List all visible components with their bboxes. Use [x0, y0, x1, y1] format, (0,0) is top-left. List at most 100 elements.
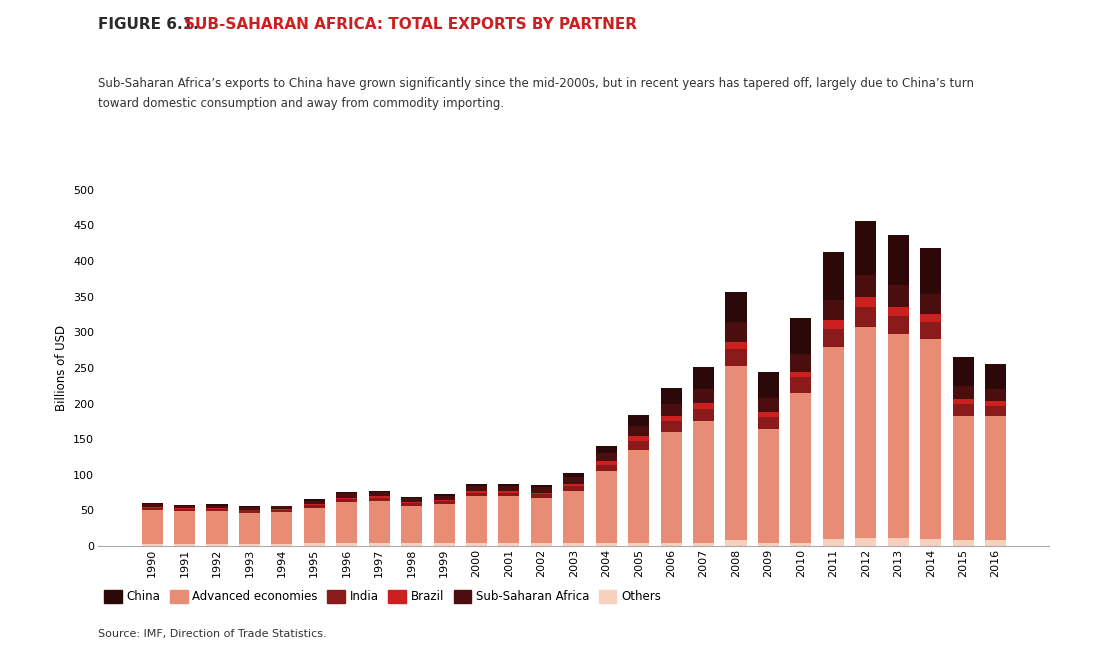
- Bar: [174, 509, 196, 511]
- Bar: [466, 493, 487, 496]
- Bar: [757, 428, 779, 543]
- Bar: [660, 421, 682, 432]
- Bar: [660, 388, 682, 404]
- Bar: [985, 401, 1006, 406]
- Bar: [271, 506, 293, 509]
- Bar: [823, 300, 844, 320]
- Bar: [563, 492, 585, 543]
- Bar: [368, 498, 390, 501]
- Bar: [531, 543, 552, 546]
- Bar: [888, 306, 908, 316]
- Bar: [628, 450, 649, 543]
- Text: SUB-SAHARAN AFRICA: TOTAL EXPORTS BY PARTNER: SUB-SAHARAN AFRICA: TOTAL EXPORTS BY PAR…: [184, 17, 636, 32]
- Bar: [239, 510, 260, 513]
- Bar: [337, 502, 357, 543]
- Bar: [531, 493, 552, 494]
- Bar: [823, 329, 844, 346]
- Bar: [920, 248, 941, 294]
- Legend: China, Advanced economies, India, Brazil, Sub-Saharan Africa, Others: China, Advanced economies, India, Brazil…: [104, 591, 661, 603]
- Bar: [985, 390, 1006, 401]
- Bar: [596, 543, 616, 546]
- Bar: [207, 504, 227, 505]
- Bar: [790, 372, 811, 377]
- Bar: [693, 389, 714, 403]
- Bar: [563, 543, 585, 546]
- Bar: [920, 340, 941, 539]
- Bar: [142, 503, 163, 504]
- Bar: [368, 492, 390, 496]
- Bar: [596, 462, 616, 465]
- Y-axis label: Billions of USD: Billions of USD: [55, 325, 68, 411]
- Bar: [596, 472, 616, 543]
- Bar: [207, 544, 227, 546]
- Bar: [401, 543, 422, 546]
- Bar: [888, 537, 908, 546]
- Bar: [498, 543, 519, 546]
- Bar: [239, 506, 260, 507]
- Bar: [920, 322, 941, 340]
- Bar: [790, 354, 811, 372]
- Bar: [790, 543, 811, 546]
- Bar: [304, 504, 325, 505]
- Bar: [466, 486, 487, 492]
- Bar: [337, 498, 357, 499]
- Bar: [271, 512, 293, 544]
- Text: Source: IMF, Direction of Trade Statistics.: Source: IMF, Direction of Trade Statisti…: [98, 629, 327, 639]
- Bar: [823, 539, 844, 546]
- Bar: [368, 496, 390, 498]
- Bar: [823, 320, 844, 329]
- Bar: [337, 494, 357, 498]
- Bar: [790, 393, 811, 543]
- Bar: [693, 422, 714, 543]
- Bar: [660, 432, 682, 543]
- Bar: [434, 500, 455, 501]
- Bar: [628, 441, 649, 450]
- Bar: [596, 453, 616, 462]
- Bar: [920, 314, 941, 322]
- Bar: [207, 508, 227, 509]
- Bar: [855, 298, 877, 308]
- Bar: [726, 366, 747, 540]
- Bar: [239, 544, 260, 546]
- Bar: [855, 308, 877, 328]
- Bar: [660, 543, 682, 546]
- Bar: [920, 539, 941, 546]
- Bar: [726, 342, 747, 349]
- Bar: [855, 274, 877, 298]
- Bar: [985, 416, 1006, 540]
- Bar: [855, 221, 877, 274]
- Bar: [142, 504, 163, 507]
- Bar: [726, 540, 747, 546]
- Bar: [693, 403, 714, 408]
- Bar: [174, 508, 196, 509]
- Bar: [855, 537, 877, 546]
- Bar: [596, 446, 616, 453]
- Bar: [271, 505, 293, 506]
- Bar: [239, 509, 260, 510]
- Text: FIGURE 6.1.: FIGURE 6.1.: [98, 17, 204, 32]
- Bar: [628, 436, 649, 441]
- Bar: [952, 416, 974, 540]
- Bar: [337, 543, 357, 546]
- Bar: [952, 540, 974, 546]
- Bar: [174, 505, 196, 508]
- Bar: [757, 417, 779, 428]
- Bar: [952, 357, 974, 386]
- Bar: [628, 426, 649, 436]
- Bar: [207, 511, 227, 544]
- Bar: [888, 235, 908, 285]
- Bar: [434, 543, 455, 546]
- Bar: [401, 498, 422, 502]
- Bar: [142, 544, 163, 546]
- Bar: [985, 540, 1006, 546]
- Bar: [498, 492, 519, 493]
- Bar: [823, 252, 844, 300]
- Bar: [823, 346, 844, 539]
- Bar: [368, 491, 390, 492]
- Bar: [757, 412, 779, 417]
- Bar: [174, 544, 196, 546]
- Bar: [726, 292, 747, 322]
- Bar: [304, 501, 325, 504]
- Bar: [726, 349, 747, 366]
- Bar: [693, 408, 714, 422]
